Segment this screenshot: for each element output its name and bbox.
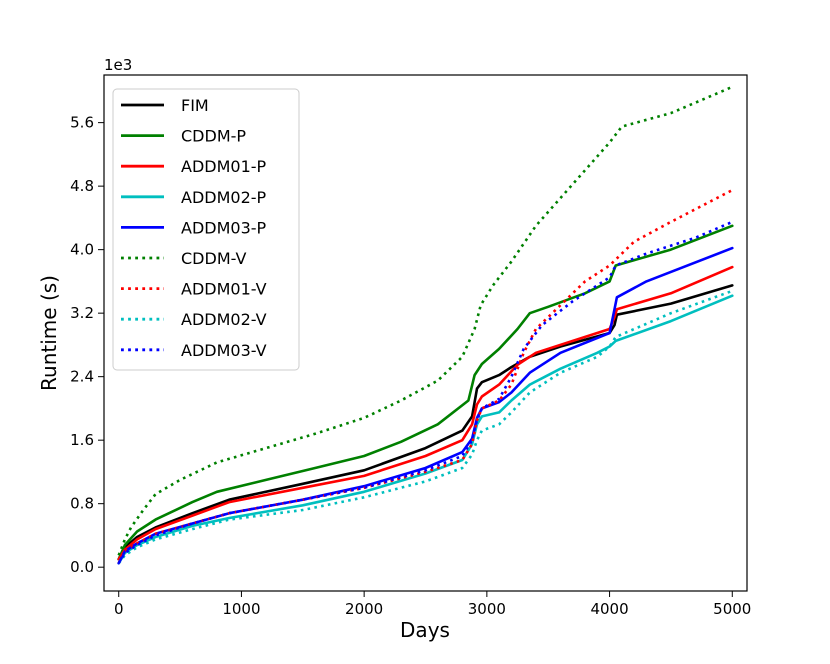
legend-label-cddm-v: CDDM-V bbox=[181, 249, 246, 268]
legend-label-addm01-p: ADDM01-P bbox=[181, 157, 267, 176]
legend-label-addm01-v: ADDM01-V bbox=[181, 280, 267, 299]
y-tick-label: 0.0 bbox=[70, 558, 94, 576]
y-tick-label: 0.8 bbox=[70, 495, 94, 513]
x-tick-label: 4000 bbox=[590, 600, 628, 618]
x-tick-label: 5000 bbox=[713, 600, 751, 618]
x-axis-title: Days bbox=[400, 618, 450, 642]
series-line-fim bbox=[117, 284, 734, 561]
y-tick-label: 4.8 bbox=[70, 177, 94, 195]
y-tick-label: 4.0 bbox=[70, 241, 94, 259]
x-axis-ticks: 0 1000 2000 3000 4000 5000 bbox=[114, 591, 751, 618]
series-layer bbox=[117, 85, 734, 565]
x-tick-label: 3000 bbox=[468, 600, 506, 618]
y-tick-label: 1.6 bbox=[70, 431, 94, 449]
y-tick-label: 2.4 bbox=[70, 368, 94, 386]
legend-label-fim: FIM bbox=[181, 96, 209, 115]
series-line-addm02-v bbox=[117, 289, 733, 565]
y-tick-label: 5.6 bbox=[70, 114, 94, 132]
series-line-cddm-v bbox=[117, 85, 733, 556]
series-line-cddm-p bbox=[117, 224, 734, 561]
legend-label-addm03-p: ADDM03-P bbox=[181, 218, 267, 237]
y-axis-ticks: 0.0 0.8 1.6 2.4 3.2 4.0 4.8 5.6 bbox=[70, 114, 104, 576]
series-line-addm01-v bbox=[117, 188, 733, 564]
legend-box bbox=[112, 88, 300, 371]
x-tick-label: 2000 bbox=[345, 600, 383, 618]
y-axis-title: Runtime (s) bbox=[37, 275, 61, 391]
y-tick-label: 3.2 bbox=[70, 304, 94, 322]
x-tick-label: 0 bbox=[114, 600, 124, 618]
series-line-addm03-v bbox=[117, 220, 733, 564]
legend-label-addm02-v: ADDM02-V bbox=[181, 310, 267, 329]
plot-frame bbox=[103, 74, 748, 592]
legend-label-addm03-v: ADDM03-V bbox=[181, 341, 267, 360]
legend: FIM CDDM-P ADDM01-P ADDM02-P ADDM03-P CDDM-V A… bbox=[112, 88, 300, 371]
x-tick-label: 1000 bbox=[222, 600, 260, 618]
legend-label-addm02-p: ADDM02-P bbox=[181, 188, 267, 207]
y-offset-label: 1e3 bbox=[104, 56, 132, 74]
legend-label-cddm-p: CDDM-P bbox=[181, 127, 246, 146]
